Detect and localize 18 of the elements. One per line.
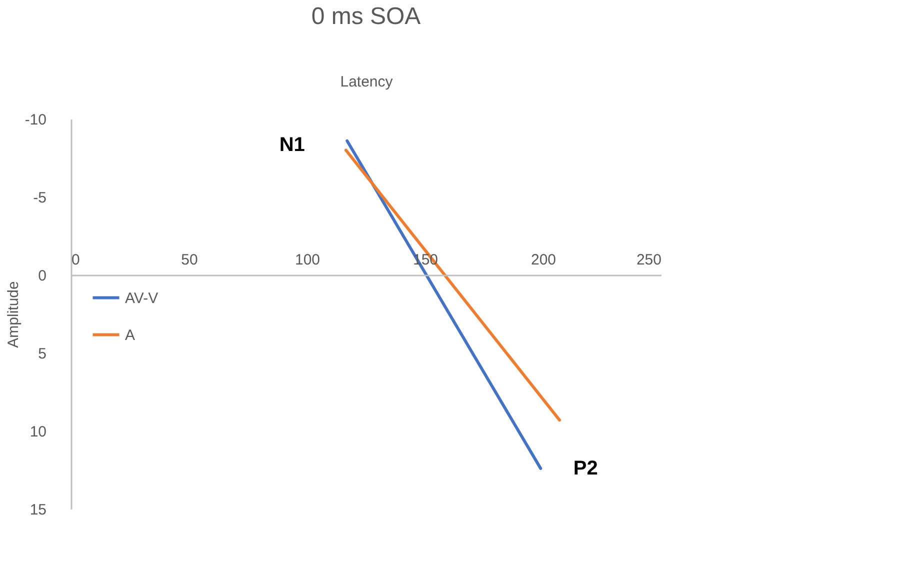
y-tick-label: -10 <box>24 112 46 128</box>
legend-label: AV-V <box>125 290 158 307</box>
x-tick-label: 50 <box>181 252 198 268</box>
y-tick-label: 15 <box>30 502 46 518</box>
y-tick-label: -5 <box>33 190 46 206</box>
annotation: P2 <box>573 457 598 480</box>
y-tick-label: 0 <box>38 268 46 284</box>
annotation: N1 <box>279 134 305 156</box>
x-tick-label: 100 <box>294 252 320 268</box>
x-tick-label: 250 <box>636 252 662 268</box>
chart-title: 0 ms SOA <box>311 3 421 30</box>
x-tick-label: 0 <box>72 252 80 268</box>
y-tick-label: 5 <box>38 346 46 362</box>
x-axis-title: Latency <box>340 74 394 90</box>
y-tick-label: 10 <box>30 424 46 440</box>
x-tick-label: 200 <box>530 252 556 268</box>
y-axis-title: Amplitude <box>4 281 22 348</box>
legend-label: A <box>125 326 136 344</box>
